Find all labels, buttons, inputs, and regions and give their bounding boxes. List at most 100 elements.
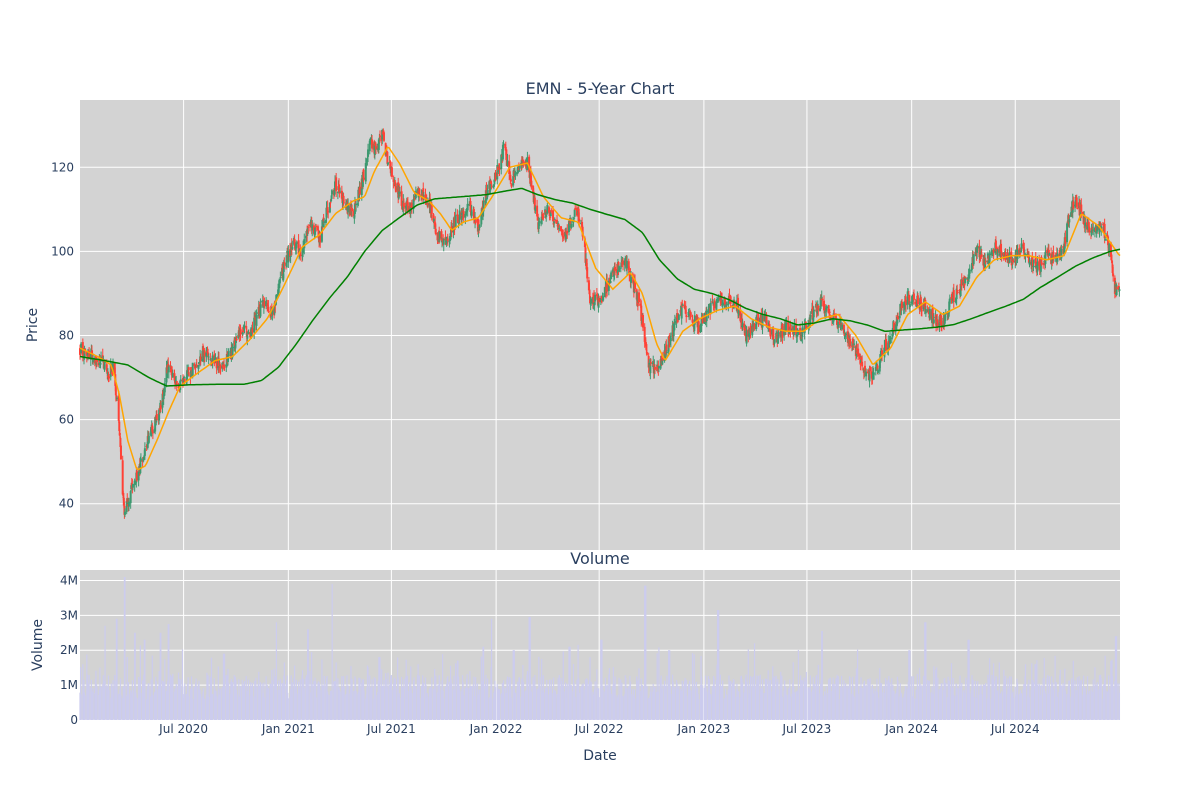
candle-body xyxy=(893,322,896,331)
candle-body xyxy=(1104,239,1107,241)
candle-body xyxy=(713,300,716,309)
candle-body xyxy=(219,365,222,368)
candle-body xyxy=(851,341,854,346)
volume-bar xyxy=(387,672,389,720)
candle-body xyxy=(1038,263,1041,269)
candle-body xyxy=(556,219,559,225)
candle-body xyxy=(126,498,129,502)
candle-body xyxy=(158,408,161,410)
volume-bar xyxy=(223,653,226,720)
date-x-tick: Jul 2022 xyxy=(574,722,624,736)
volume-bar xyxy=(518,677,521,720)
candle-body xyxy=(664,350,667,354)
volume-bar xyxy=(279,678,281,720)
candle-body xyxy=(92,358,95,363)
candle-body xyxy=(869,366,872,372)
volume-bar xyxy=(749,676,752,720)
candle-body xyxy=(717,296,720,301)
volume-bar xyxy=(969,693,971,720)
candle-body xyxy=(84,348,87,351)
candle-body xyxy=(397,186,400,199)
candle-body xyxy=(831,320,834,322)
candle-body xyxy=(234,345,237,349)
volume-y-tick: 4M xyxy=(60,573,78,587)
candle-body xyxy=(777,331,780,339)
candle-body xyxy=(117,396,120,421)
candle-body xyxy=(908,295,911,305)
price-grid xyxy=(80,100,1120,550)
volume-bar xyxy=(542,675,544,720)
candle-body xyxy=(386,162,389,165)
candle-body xyxy=(1092,229,1095,231)
candle-body xyxy=(171,372,174,378)
candle-body xyxy=(101,355,104,360)
candle-body xyxy=(247,332,250,335)
candle-body xyxy=(94,356,97,364)
candle-body xyxy=(948,301,951,313)
candle-body xyxy=(956,291,959,293)
volume-bar xyxy=(601,639,603,720)
candle-body xyxy=(368,140,371,152)
candle-body xyxy=(838,319,841,326)
candle-body xyxy=(1016,249,1019,259)
candle-body xyxy=(665,352,668,354)
candle-body xyxy=(143,448,146,456)
candle-body xyxy=(253,315,256,318)
volume-bar xyxy=(112,680,114,720)
volume-bar xyxy=(156,689,158,720)
candle-body xyxy=(170,366,173,376)
candle-body xyxy=(158,409,161,421)
volume-bar xyxy=(669,650,671,720)
price-y-tick: 40 xyxy=(59,497,74,511)
candle-body xyxy=(206,351,209,353)
candle-body xyxy=(400,191,403,206)
candle-body xyxy=(317,230,320,239)
volume-bar xyxy=(395,688,397,720)
candle-body xyxy=(661,359,664,365)
candle-body xyxy=(984,259,987,268)
candle-body xyxy=(278,280,281,289)
candle-body xyxy=(540,216,543,225)
volume-bar xyxy=(558,674,560,720)
candle-body xyxy=(826,306,829,308)
candle-body xyxy=(195,364,198,368)
candle-body xyxy=(883,340,886,352)
candle-body xyxy=(928,308,931,319)
candle-body xyxy=(438,232,441,239)
volume-bar xyxy=(323,675,325,720)
volume-bar xyxy=(678,686,680,720)
candle-body xyxy=(919,297,922,309)
candle-body xyxy=(375,146,378,150)
candle-body xyxy=(656,364,659,366)
candle-body xyxy=(198,363,201,365)
candle-body xyxy=(323,221,326,223)
volume-bar xyxy=(809,675,811,720)
candle-body xyxy=(567,220,570,232)
volume-bar xyxy=(459,690,461,720)
volume-bar xyxy=(738,691,740,720)
candle-body xyxy=(149,433,152,435)
candle-body xyxy=(747,329,750,337)
volume-bar xyxy=(722,680,724,720)
candle-body xyxy=(134,480,137,483)
candle-body xyxy=(581,226,584,237)
volume-bar xyxy=(239,686,242,720)
candle-body xyxy=(454,215,457,228)
candle-body xyxy=(924,299,927,312)
candle-body xyxy=(757,317,760,325)
volume-bar xyxy=(634,698,636,720)
candle-body xyxy=(186,370,189,380)
candle-body xyxy=(493,179,496,183)
volume-bar xyxy=(726,694,728,720)
candle-body xyxy=(197,365,200,369)
volume-bar xyxy=(654,686,656,720)
candle-body xyxy=(1027,254,1030,263)
volume-bar xyxy=(431,677,433,720)
candle-body xyxy=(413,195,416,200)
candle-body xyxy=(956,289,959,294)
candle-body xyxy=(441,241,444,243)
candle-body xyxy=(102,360,105,362)
candle-body xyxy=(504,147,507,151)
candle-body xyxy=(266,304,269,306)
volume-bar xyxy=(1104,655,1106,720)
